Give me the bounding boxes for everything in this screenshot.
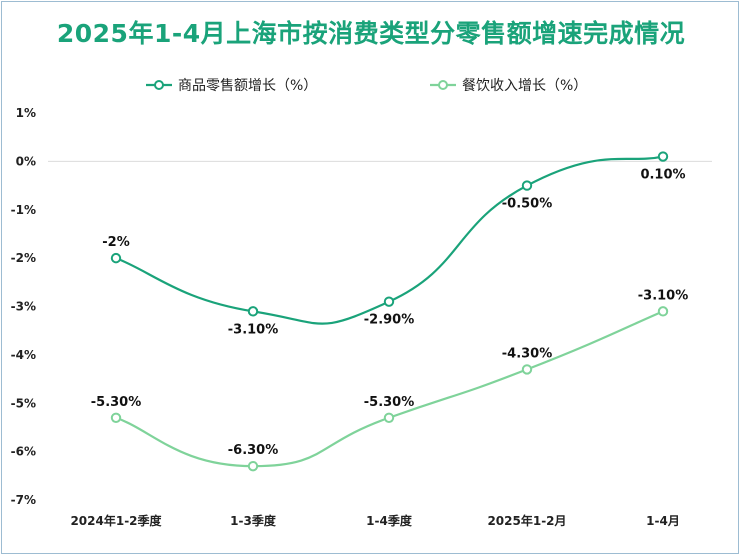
y-tick-label: 1% — [16, 106, 36, 120]
data-point — [657, 306, 669, 317]
chart-title: 2025年1-4月上海市按消费类型分零售额增速完成情况 — [56, 19, 686, 48]
y-tick-label: -5% — [11, 396, 36, 410]
x-tick-label: 1-4月 — [646, 514, 680, 528]
x-tick-label: 2025年1-2月 — [487, 513, 566, 528]
data-point — [247, 460, 259, 472]
data-point — [521, 364, 533, 375]
series-line-2 — [115, 310, 664, 468]
data-label: -5.30% — [91, 395, 142, 410]
data-label: -6.30% — [228, 443, 279, 458]
data-label: -5.30% — [364, 395, 415, 410]
data-label: 0.10% — [640, 168, 685, 183]
y-tick-label: -1% — [11, 203, 36, 217]
y-tick-label: -3% — [11, 300, 36, 314]
data-point — [110, 412, 122, 423]
y-tick-label: -4% — [11, 348, 36, 362]
legend-entry: 餐饮收入增长（%） — [462, 78, 587, 94]
y-tick-label: -2% — [11, 251, 36, 265]
data-label: -2.90% — [364, 313, 415, 328]
x-tick-label: 2024年1-2季度 — [70, 513, 162, 528]
data-label: -3.10% — [638, 288, 689, 303]
y-tick-label: 0% — [16, 154, 36, 168]
data-point — [383, 412, 395, 423]
data-point — [247, 306, 259, 317]
data-label: -2% — [102, 235, 129, 250]
data-label: -0.50% — [502, 197, 553, 212]
legend-marker — [438, 80, 448, 90]
y-tick-label: -7% — [11, 493, 36, 507]
x-tick-label: 1-4季度 — [366, 513, 413, 528]
data-point — [657, 151, 669, 162]
data-point — [521, 180, 533, 191]
legend-marker — [154, 80, 164, 90]
data-label: -3.10% — [228, 322, 279, 337]
data-label: -4.30% — [502, 346, 553, 361]
data-point — [110, 252, 122, 264]
legend-entry: 商品零售额增长（%） — [178, 78, 317, 94]
y-tick-label: -6% — [11, 445, 36, 459]
x-tick-label: 1-3季度 — [230, 513, 277, 528]
data-point — [383, 296, 395, 307]
